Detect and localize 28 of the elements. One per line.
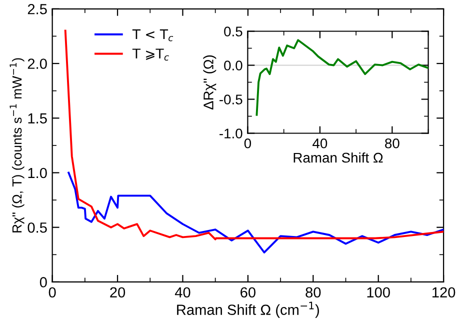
x-tick-label: 100 (367, 287, 390, 298)
x-tick-label: 40 (174, 287, 190, 298)
y-tick-label: 2.5 (28, 4, 47, 14)
x-tick-label: 60 (240, 287, 256, 298)
x-tick-label: 0 (244, 138, 252, 148)
x-axis-title: Raman Shift Ω (294, 152, 383, 163)
y-tick-label: 0.5 (224, 26, 242, 36)
y-tick-label: -0.5 (220, 94, 242, 104)
y-axis-title: ΔRχ'' (Ω) (203, 55, 216, 110)
y-tick-label: 0 (40, 277, 47, 288)
y-tick-label: 0.5 (28, 222, 47, 233)
y-tick-label: -1.0 (220, 128, 242, 138)
y-tick-label: 0.0 (224, 60, 242, 70)
x-axis-title: Raman Shift Ω (cm$^{−1}$) (177, 302, 319, 318)
legend-label: T < T$_{c}$ (132, 29, 174, 42)
x-tick-label: 80 (385, 138, 400, 148)
y-axis-title: Rχ'' (Ω, T) (counts s$^{−1}$ mW$^{−1}$) (10, 58, 24, 232)
x-tick-label: 40 (312, 138, 328, 148)
x-tick-label: 80 (306, 287, 321, 298)
x-tick-label: 120 (432, 287, 456, 298)
x-tick-label: 20 (110, 287, 126, 298)
line-series (68, 172, 444, 254)
y-tick-label: 1.5 (28, 113, 47, 124)
line-series (256, 39, 428, 116)
legend-label: T ⩾T$_{c}$ (132, 48, 169, 61)
y-tick-label: 1.0 (28, 168, 47, 178)
y-tick-label: 2.0 (28, 58, 47, 69)
x-tick-label: 0 (48, 287, 56, 298)
